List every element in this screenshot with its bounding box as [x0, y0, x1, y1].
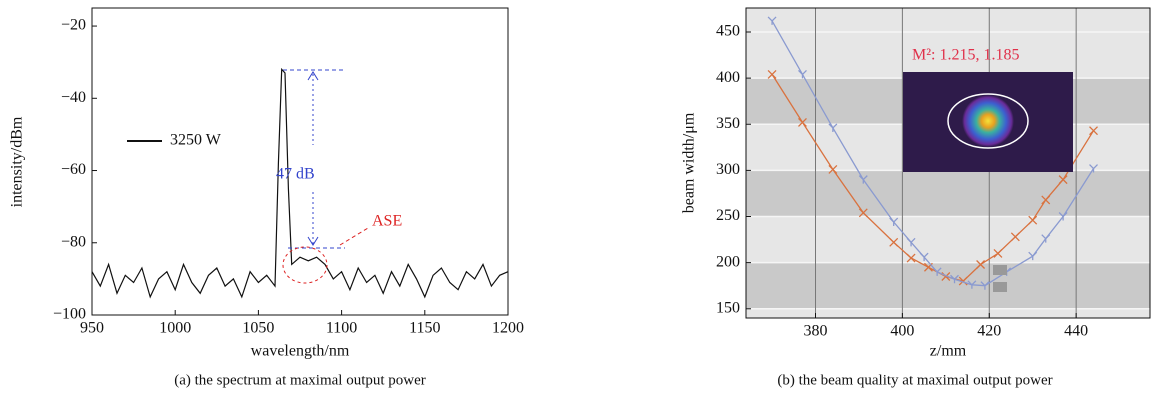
y-axis-label: beam width/μm — [681, 112, 698, 213]
m2-annotation: M²: 1.215, 1.185 — [912, 47, 1019, 64]
annotation: ASE — [372, 213, 402, 230]
x-tick-label: 1000 — [159, 320, 191, 337]
caption: (b) the beam quality at maximal output p… — [777, 372, 1052, 388]
x-tick-label: 380 — [804, 323, 828, 340]
caption: (a) the spectrum at maximal output power — [174, 372, 426, 388]
y-tick-label: 400 — [716, 69, 740, 86]
y-tick-label: 200 — [716, 253, 740, 270]
y-tick-label: −20 — [61, 17, 86, 34]
y-tick-label: −40 — [61, 89, 86, 106]
y-axis-label: intensity/dBm — [9, 116, 26, 207]
y-tick-label: 450 — [716, 23, 740, 40]
plot-area — [92, 8, 508, 315]
x-tick-label: 400 — [890, 323, 914, 340]
annotation: 47 dB — [276, 166, 315, 183]
y-tick-label: −60 — [61, 161, 86, 178]
y-tick-label: 300 — [716, 161, 740, 178]
marker-icon — [993, 282, 1007, 292]
y-tick-label: −80 — [61, 233, 86, 250]
grid-band — [746, 170, 1150, 216]
beam-spot — [962, 95, 1014, 147]
x-axis-label: wavelength/nm — [251, 343, 350, 360]
y-tick-label: 150 — [716, 299, 740, 316]
x-tick-label: 440 — [1064, 323, 1088, 340]
x-tick-label: 1100 — [326, 320, 357, 337]
x-tick-label: 1050 — [242, 320, 274, 337]
x-tick-label: 1200 — [492, 320, 524, 337]
legend-label: 3250 W — [170, 132, 222, 149]
grid-band — [746, 263, 1150, 309]
marker-icon — [993, 265, 1007, 275]
x-axis-label: z/mm — [930, 343, 967, 360]
y-tick-label: 250 — [716, 207, 740, 224]
y-tick-label: 350 — [716, 115, 740, 132]
figure: −100−80−60−40−2095010001050110011501200 … — [0, 0, 1170, 399]
x-tick-label: 420 — [977, 323, 1001, 340]
x-tick-label: 1150 — [409, 320, 440, 337]
x-tick-label: 950 — [80, 320, 104, 337]
